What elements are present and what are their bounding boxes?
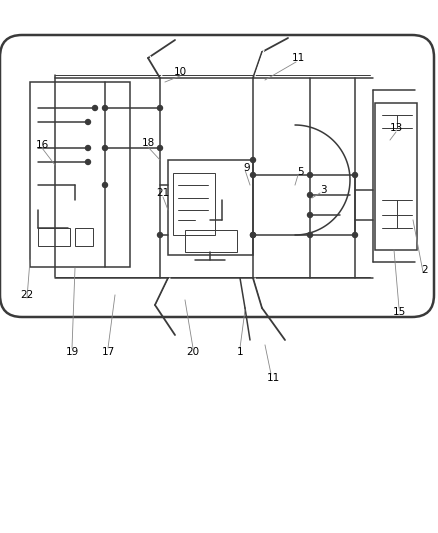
Text: 2: 2 xyxy=(422,265,428,275)
Circle shape xyxy=(102,182,107,188)
Bar xyxy=(168,160,253,255)
Circle shape xyxy=(307,213,312,217)
Text: 11: 11 xyxy=(291,53,304,63)
Circle shape xyxy=(85,119,91,125)
Circle shape xyxy=(353,173,357,177)
Text: 13: 13 xyxy=(389,123,403,133)
Text: 17: 17 xyxy=(101,347,115,357)
Text: 16: 16 xyxy=(35,140,49,150)
Circle shape xyxy=(85,159,91,165)
Bar xyxy=(38,228,70,246)
Bar xyxy=(185,230,237,252)
Text: 15: 15 xyxy=(392,307,406,317)
Circle shape xyxy=(85,146,91,150)
Circle shape xyxy=(251,157,255,163)
Circle shape xyxy=(158,232,162,238)
Text: 21: 21 xyxy=(156,188,170,198)
Circle shape xyxy=(102,146,107,150)
Text: 3: 3 xyxy=(320,185,326,195)
Text: 1: 1 xyxy=(237,347,244,357)
Circle shape xyxy=(307,173,312,177)
Bar xyxy=(30,82,130,267)
Bar xyxy=(375,103,417,250)
Text: 18: 18 xyxy=(141,138,155,148)
Circle shape xyxy=(307,232,312,238)
Text: 10: 10 xyxy=(173,67,187,77)
Text: 5: 5 xyxy=(297,167,303,177)
Bar xyxy=(173,173,215,235)
Circle shape xyxy=(158,106,162,110)
Circle shape xyxy=(251,232,255,238)
Text: 22: 22 xyxy=(21,290,34,300)
Circle shape xyxy=(92,106,98,110)
Circle shape xyxy=(158,146,162,150)
Text: 19: 19 xyxy=(65,347,79,357)
Circle shape xyxy=(353,232,357,238)
Text: 9: 9 xyxy=(244,163,250,173)
Text: 20: 20 xyxy=(187,347,200,357)
Text: 11: 11 xyxy=(266,373,279,383)
Bar xyxy=(75,228,93,246)
Circle shape xyxy=(102,106,107,110)
Circle shape xyxy=(307,192,312,198)
Circle shape xyxy=(251,173,255,177)
Circle shape xyxy=(251,232,255,238)
